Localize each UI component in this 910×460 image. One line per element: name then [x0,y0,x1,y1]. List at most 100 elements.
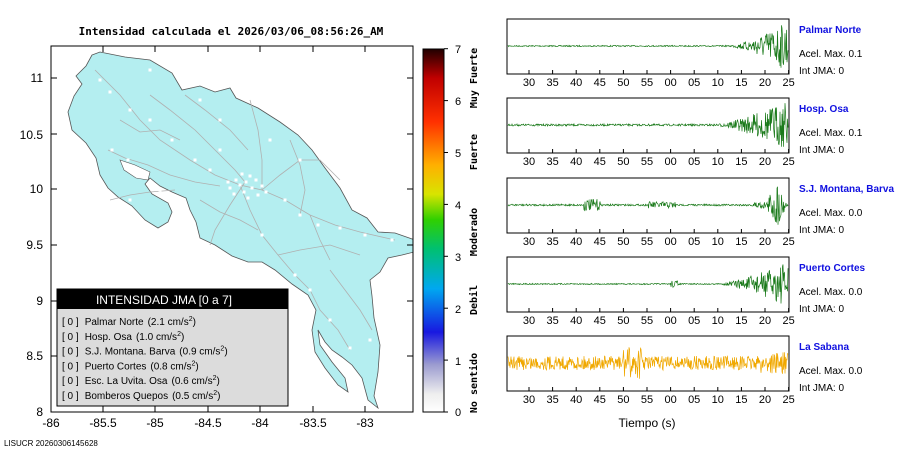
x-tick-label: -84 [251,416,269,430]
time-tick-label: 30 [523,315,535,327]
legend-item: [ 0 ] S.J. Montana. Barva (0.9 cm/s2) [62,346,228,358]
legend-text: 2 [177,331,181,338]
time-tick-label: 45 [594,394,606,406]
time-tick-label: 10 [712,236,724,248]
city-marker [234,178,238,182]
time-tick-label: 15 [735,236,747,248]
time-tick-label: 20 [759,236,771,248]
legend-text: Puerto Cortes [85,361,147,372]
legend-text: ) [217,391,220,402]
station-name[interactable]: Hosp. Osa [799,104,849,115]
city-marker [226,180,230,184]
city-marker [158,188,162,192]
legend-text: (0.9 cm/s [179,347,220,358]
time-tick-label: 15 [735,394,747,406]
seismogram-panel[interactable]: 30 35 40 45 50 55 00 05 10 15 20 25 S.J. Montana, Ba… [506,177,894,248]
station-accel: Acel. Max. 0.0 [799,287,863,298]
city-marker [293,273,297,277]
waveform-trace [507,264,789,304]
station-name[interactable]: S.J. Montana, Barva [799,184,894,195]
time-tick-label: 00 [664,77,676,89]
legend-text: ) [181,332,184,343]
time-tick-label: 15 [735,315,747,327]
legend-text: 2 [213,390,217,397]
legend-text: ) [193,317,196,328]
city-marker [110,148,114,152]
legend-text: 2 [213,375,217,382]
station-name[interactable]: Palmar Norte [799,25,862,36]
scale-label-moderado: Moderado [469,208,480,256]
time-tick-label: 35 [546,315,558,327]
time-tick-label: 50 [617,156,629,168]
city-marker [240,172,244,176]
time-tick-label: 35 [546,77,558,89]
scale-tick-label: 1 [455,356,461,368]
station-accel: Acel. Max. 0.1 [799,128,863,139]
y-tick-label: 8 [36,405,43,419]
waveform-trace [507,346,789,379]
legend-text: ) [217,376,220,387]
time-tick-label: 05 [688,394,700,406]
city-marker [308,288,312,292]
time-tick-label: 15 [735,77,747,89]
legend-text: S.J. Montana. Barva [85,347,176,358]
time-tick-label: 35 [546,236,558,248]
legend-text: [ 0 ] [62,376,79,387]
time-tick-label: 00 [664,156,676,168]
station-name[interactable]: La Sabana [799,342,849,353]
time-tick-label: 20 [759,77,771,89]
city-marker [108,90,112,94]
seismogram-panel[interactable]: 30 35 40 45 50 55 00 05 10 15 20 25 Hosp. Osa Acel. M… [506,97,863,168]
legend-text: 2 [220,346,224,353]
x-tick-label: -83 [356,416,374,430]
time-tick-label: 00 [664,315,676,327]
time-tick-label: 45 [594,156,606,168]
legend-text: [ 0 ] [62,391,79,402]
time-tick-label: 25 [782,315,794,327]
city-marker [148,118,152,122]
time-tick-label: 50 [617,394,629,406]
city-marker [316,223,320,227]
station-accel: Acel. Max. 0.1 [799,49,863,60]
legend-text: [ 0 ] [62,332,79,343]
station-name[interactable]: Puerto Cortes [799,263,866,274]
time-tick-label: 00 [664,236,676,248]
legend-title: INTENSIDAD JMA [0 a 7] [96,293,232,307]
scale-tick-label: 4 [455,200,461,212]
city-marker [264,190,268,194]
time-tick-label: 55 [641,77,653,89]
time-tick-label: 25 [782,236,794,248]
waveform-trace [507,103,789,147]
city-marker [238,183,242,187]
legend-text: (1.0 cm/s [136,332,177,343]
time-tick-label: 05 [688,315,700,327]
y-tick-label: 10 [30,182,44,196]
city-markers [98,68,394,350]
time-tick-label: 10 [712,77,724,89]
time-tick-label: 05 [688,77,700,89]
time-tick-label: 10 [712,315,724,327]
legend-text: (0.8 cm/s [150,361,191,372]
time-tick-label: 35 [546,394,558,406]
seismogram-panel[interactable]: 30 35 40 45 50 55 00 05 10 15 20 25 La Sabana Acel. M… [506,335,863,406]
city-marker [244,180,248,184]
time-tick-label: 30 [523,156,535,168]
x-tick-label: -85.5 [89,416,117,430]
time-tick-label: 40 [570,315,582,327]
city-marker [283,198,287,202]
seismogram-panel[interactable]: 30 35 40 45 50 55 00 05 10 15 20 25 Puerto Cortes Ace… [506,256,866,327]
seismogram-panel[interactable]: 30 35 40 45 50 55 00 05 10 15 20 25 Palmar Norte Acel… [506,18,863,89]
city-marker [228,186,232,190]
time-tick-label: 45 [594,315,606,327]
city-marker [242,190,246,194]
city-marker [348,346,352,350]
scale-tick-label: 0 [455,407,461,419]
legend-item: [ 0 ] Palmar Norte (2.1 cm/s2) [62,316,196,328]
time-tick-label: 40 [570,394,582,406]
time-tick-label: 55 [641,156,653,168]
time-tick-label: 20 [759,156,771,168]
legend-text: ) [195,361,198,372]
station-jma: Int JMA: 0 [799,304,844,315]
y-tick-label: 8.5 [26,349,43,363]
scale-tick-label: 5 [455,148,461,160]
